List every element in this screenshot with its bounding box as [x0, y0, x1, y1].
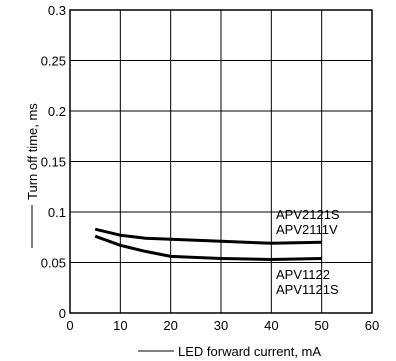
x-tick-label: 30	[214, 318, 228, 333]
series-line-1	[94, 227, 322, 245]
x-tick-label: 20	[163, 318, 177, 333]
y-tick-label: 0.3	[48, 3, 66, 18]
y-tick-label: 0.15	[41, 155, 66, 170]
x-tick-label: 10	[113, 318, 127, 333]
series-label: APV1122	[276, 267, 330, 282]
series-label: APV1121S	[276, 282, 339, 297]
plot-frame	[69, 9, 373, 314]
x-axis-label: LED forward current, mA	[178, 344, 321, 359]
y-tick-label: 0	[59, 306, 66, 321]
series-label: APV2111V	[276, 222, 338, 237]
series-line-2	[94, 234, 322, 261]
y-tick-label: 0.25	[41, 54, 66, 69]
grid-lines	[70, 10, 372, 313]
x-tick-labels: 0 10 20 30 40 50 60	[66, 318, 379, 333]
x-tick-label: 0	[66, 318, 73, 333]
y-tick-labels: 0 0.05 0.1 0.15 0.2 0.25 0.3	[41, 3, 66, 321]
x-tick-label: 50	[314, 318, 328, 333]
y-tick-label: 0.2	[48, 104, 66, 119]
series-label: APV2121S	[276, 207, 340, 222]
y-tick-label: 0.1	[48, 205, 66, 220]
y-tick-label: 0.05	[41, 256, 66, 271]
series-lines	[94, 227, 322, 261]
x-tick-label: 60	[365, 318, 379, 333]
x-tick-label: 40	[264, 318, 278, 333]
y-axis-label: Turn off time, ms	[25, 103, 40, 200]
